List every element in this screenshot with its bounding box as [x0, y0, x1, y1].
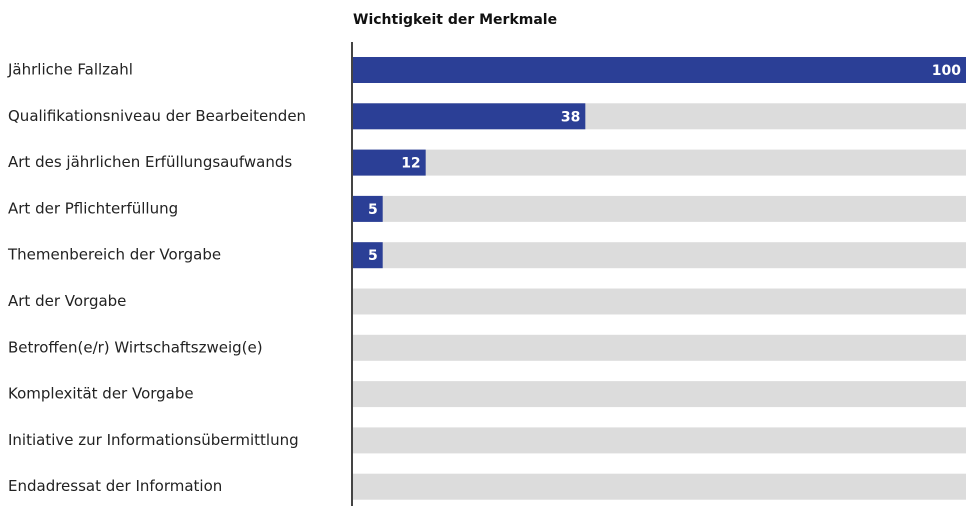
bar-track — [352, 473, 966, 500]
bar-track — [352, 381, 966, 408]
category-label: Qualifikationsniveau der Bearbeitenden — [8, 107, 306, 125]
category-label: Initiative zur Informationsübermittlung — [8, 431, 299, 449]
bar — [352, 57, 966, 83]
chart-title: Wichtigkeit der Merkmale — [353, 12, 557, 28]
value-label: 38 — [561, 109, 580, 125]
category-label: Art der Vorgabe — [8, 292, 126, 310]
bar-track — [352, 288, 966, 315]
category-label: Endadressat der Information — [8, 477, 222, 495]
bar-track — [352, 334, 966, 361]
category-label: Themenbereich der Vorgabe — [7, 246, 221, 264]
bar — [352, 103, 586, 130]
bar-track — [352, 427, 966, 454]
category-label: Betroffen(e/r) Wirtschaftszweig(e) — [8, 338, 263, 356]
bar-track — [352, 149, 966, 176]
bar — [352, 242, 383, 269]
bar — [352, 195, 383, 222]
value-label: 12 — [401, 156, 420, 172]
value-label: 5 — [368, 202, 378, 218]
bar-track — [352, 195, 966, 222]
value-label: 100 — [932, 63, 961, 79]
bar — [352, 149, 426, 176]
category-label: Art der Pflichterfüllung — [8, 199, 178, 217]
category-label: Jährliche Fallzahl — [7, 61, 133, 79]
category-label: Komplexität der Vorgabe — [8, 385, 194, 403]
bar-track — [352, 242, 966, 269]
category-label: Art des jährlichen Erfüllungsaufwands — [8, 153, 292, 171]
value-label: 5 — [368, 248, 378, 264]
